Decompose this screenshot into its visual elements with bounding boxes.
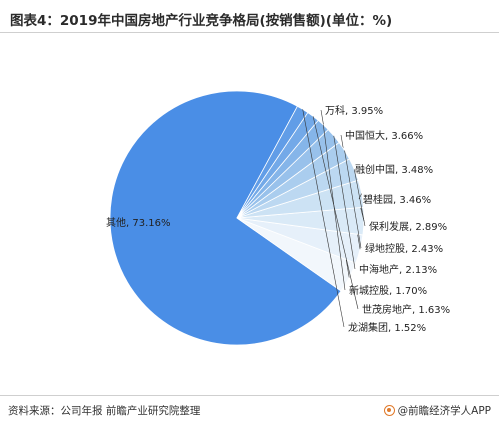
slice-label-2: 中国恒大, 3.66%: [345, 129, 423, 142]
source-note: 资料来源：公司年报 前瞻产业研究院整理: [8, 405, 201, 417]
pie-slice-10: [236, 105, 309, 219]
slice-label-5: 保利发展, 2.89%: [369, 220, 447, 233]
leader-line-6: [344, 150, 362, 249]
brand-credit: @前瞻经济学人APP: [383, 403, 491, 418]
pie-slice-0: [109, 90, 342, 346]
slice-label-9: 世茂房地产, 1.63%: [362, 303, 450, 316]
slice-label-0: 其他, 73.16%: [106, 216, 171, 229]
slice-label-6: 绿地控股, 2.43%: [365, 242, 443, 255]
brand-logo-icon: [383, 405, 395, 416]
footer-divider: [0, 395, 499, 396]
leader-line-10: [302, 109, 345, 328]
slice-label-8: 新城控股, 1.70%: [349, 284, 427, 297]
brand-name: @前瞻经济学人APP: [397, 405, 491, 417]
leader-line-7: [333, 135, 356, 270]
chart-title: 图表4：2019年中国房地产行业竞争格局(按销售额)(单位：%): [10, 13, 393, 29]
title-divider: [0, 32, 499, 33]
leader-line-5: [354, 169, 366, 227]
pie-chart: 其他, 73.16% 万科, 3.95% 中国恒大, 3.66% 融创中国, 3.48…: [106, 90, 450, 346]
slice-label-4: 碧桂园, 3.46%: [363, 193, 431, 206]
slice-label-10: 龙湖集团, 1.52%: [348, 321, 426, 334]
slice-label-3: 融创中国, 3.48%: [355, 163, 433, 176]
leader-line-9: [312, 116, 359, 310]
slice-label-1: 万科, 3.95%: [325, 104, 383, 117]
slice-label-7: 中海地产, 2.13%: [359, 263, 437, 276]
